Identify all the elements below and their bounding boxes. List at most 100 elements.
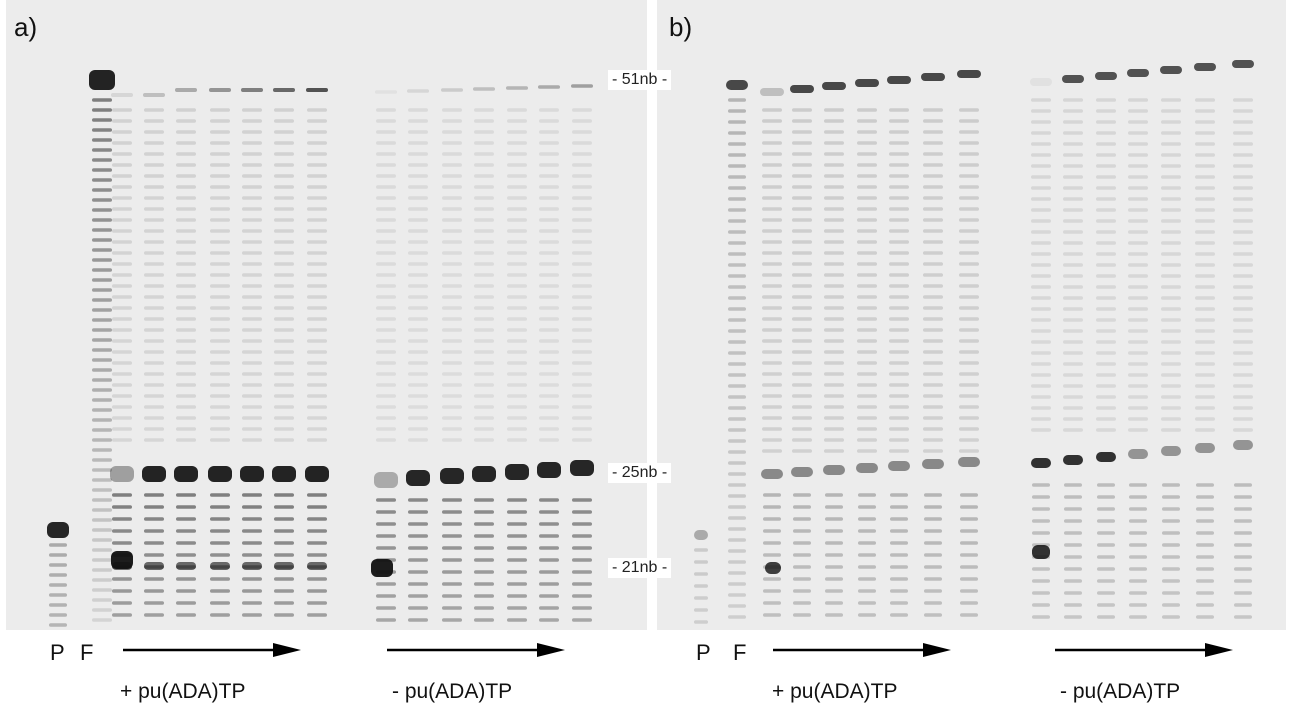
ladder-band <box>1234 579 1252 583</box>
ladder-band <box>442 383 462 387</box>
ladder-band <box>242 427 262 431</box>
ladder-band <box>408 510 428 514</box>
ladder-band <box>959 328 979 332</box>
ladder-band <box>1128 329 1148 333</box>
gel-image-b <box>694 60 1254 624</box>
arrow-icon <box>1055 643 1233 657</box>
ladder-band <box>1031 318 1051 322</box>
ladder-band <box>959 339 979 343</box>
ladder-band <box>408 130 428 134</box>
ladder-band <box>408 163 428 167</box>
ladder-band <box>959 119 979 123</box>
ladder-band <box>1234 567 1252 571</box>
primer-21nb-band <box>274 562 294 570</box>
ladder-band <box>1064 543 1082 547</box>
ladder-band <box>144 141 164 145</box>
ladder-band <box>857 218 877 222</box>
ladder-band <box>1063 395 1083 399</box>
ladder-band <box>242 284 262 288</box>
ladder-band <box>1162 519 1180 523</box>
ladder-band <box>112 207 132 211</box>
ladder-band <box>572 328 592 332</box>
stall-25nb-band <box>374 472 398 488</box>
ladder-band <box>1195 153 1215 157</box>
ladder-band <box>112 251 132 255</box>
ladder-band <box>1096 164 1116 168</box>
ladder-band <box>376 438 396 442</box>
ladder-band <box>376 306 396 310</box>
ladder-band <box>112 416 132 420</box>
ladder-band <box>1161 164 1181 168</box>
ladder-band <box>1234 483 1252 487</box>
ladder-band <box>1096 230 1116 234</box>
ladder-band <box>959 416 979 420</box>
ladder-band <box>92 288 112 292</box>
ladder-band <box>408 284 428 288</box>
ladder-band <box>1161 219 1181 223</box>
stall-25nb-band <box>570 460 594 476</box>
ladder-band <box>858 541 876 545</box>
ladder-band <box>1162 495 1180 499</box>
ladder-band <box>1128 406 1148 410</box>
ladder-band <box>792 207 812 211</box>
ladder-band <box>144 339 164 343</box>
ladder-band <box>210 493 230 497</box>
ladder-band <box>572 522 592 526</box>
ladder-band <box>210 505 230 509</box>
ladder-band <box>1031 406 1051 410</box>
ladder-band <box>1096 417 1116 421</box>
ladder-band <box>408 185 428 189</box>
ladder-band <box>857 152 877 156</box>
condition-label-minus-b: - pu(ADA)TP <box>1060 680 1181 703</box>
ladder-band <box>1128 164 1148 168</box>
ladder-band <box>728 186 746 190</box>
ladder-band <box>144 613 164 617</box>
ladder-band <box>1128 219 1148 223</box>
ladder-band <box>923 141 943 145</box>
ladder-band <box>210 218 230 222</box>
ladder-band <box>307 372 327 376</box>
ladder-band <box>376 582 396 586</box>
ladder-band <box>507 218 527 222</box>
ladder-band <box>210 350 230 354</box>
ladder-band <box>274 601 294 605</box>
ladder-band <box>1128 307 1148 311</box>
ladder-band <box>1162 615 1180 619</box>
ladder-band <box>857 273 877 277</box>
full-length-band <box>760 88 784 96</box>
ladder-band <box>176 328 196 332</box>
ladder-band <box>889 174 909 178</box>
ladder-band <box>959 306 979 310</box>
full-length-band <box>790 85 814 93</box>
ladder-band <box>728 307 746 311</box>
ladder-band <box>1161 120 1181 124</box>
ladder-band <box>242 218 262 222</box>
ladder-band <box>572 163 592 167</box>
ladder-band <box>274 427 294 431</box>
ladder-band <box>1128 241 1148 245</box>
stall-25nb-band <box>472 466 496 482</box>
ladder-band <box>376 498 396 502</box>
ladder-band <box>442 534 462 538</box>
ladder-band <box>307 613 327 617</box>
ladder-band <box>792 361 812 365</box>
ladder-band <box>857 383 877 387</box>
ladder-band <box>1128 263 1148 267</box>
ladder-band <box>1233 340 1253 344</box>
ladder-band <box>112 240 132 244</box>
ladder-band <box>1233 241 1253 245</box>
ladder-band <box>307 163 327 167</box>
ladder-band <box>762 130 782 134</box>
ladder-band <box>242 185 262 189</box>
ladder-band <box>959 218 979 222</box>
ladder-band <box>1128 142 1148 146</box>
ladder-band <box>1233 219 1253 223</box>
ladder-band <box>959 262 979 266</box>
ladder-band <box>1096 241 1116 245</box>
ladder-band <box>1195 296 1215 300</box>
ladder-band <box>960 565 978 569</box>
ladder-band <box>1032 591 1050 595</box>
ladder-band <box>274 317 294 321</box>
ladder-band <box>539 185 559 189</box>
ladder-band <box>1063 351 1083 355</box>
